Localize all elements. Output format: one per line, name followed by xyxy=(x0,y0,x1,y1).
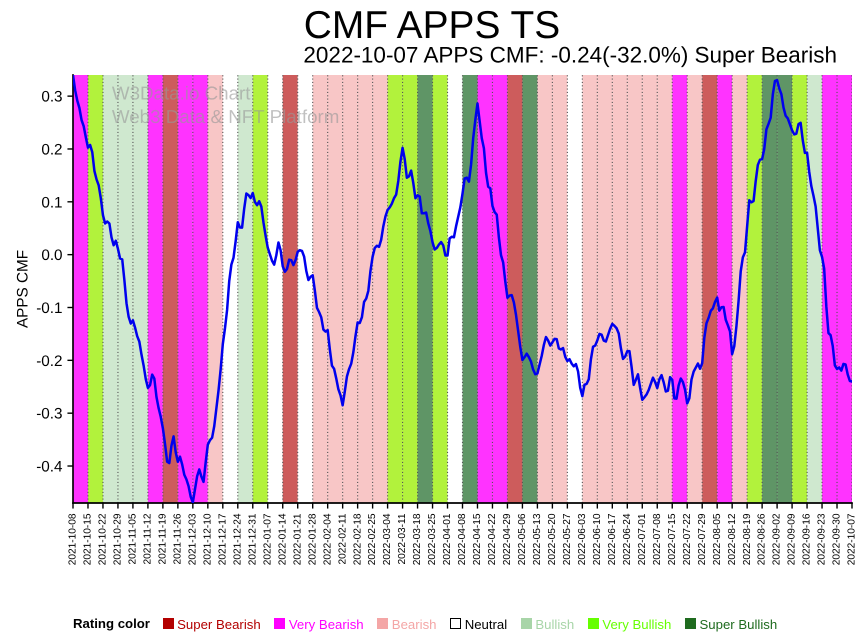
svg-text:2022-06-10: 2022-06-10 xyxy=(590,513,603,565)
svg-text:-0.2: -0.2 xyxy=(36,353,62,370)
svg-text:2022-08-19: 2022-08-19 xyxy=(740,513,752,565)
svg-text:2022-09-16: 2022-09-16 xyxy=(800,513,813,565)
svg-text:-0.4: -0.4 xyxy=(36,459,62,476)
svg-text:CMF APPS TS: CMF APPS TS xyxy=(304,3,560,46)
svg-text:2022-09-09: 2022-09-09 xyxy=(785,513,798,565)
svg-text:2022-09-30: 2022-09-30 xyxy=(830,513,843,565)
svg-text:2022-05-13: 2022-05-13 xyxy=(530,513,543,565)
svg-text:2021-12-31: 2021-12-31 xyxy=(246,513,259,565)
svg-text:2022-03-18: 2022-03-18 xyxy=(410,513,423,565)
svg-text:-0.1: -0.1 xyxy=(36,301,62,318)
svg-text:0.3: 0.3 xyxy=(41,89,62,106)
svg-text:0.2: 0.2 xyxy=(41,142,62,159)
svg-text:2022-10-07: 2022-10-07 xyxy=(845,513,858,565)
svg-text:2022-07-15: 2022-07-15 xyxy=(665,513,678,565)
svg-text:2021-11-19: 2021-11-19 xyxy=(156,513,169,564)
svg-text:2022-04-29: 2022-04-29 xyxy=(500,513,513,565)
svg-text:2022-06-17: 2022-06-17 xyxy=(605,513,618,565)
svg-text:2022-04-15: 2022-04-15 xyxy=(470,513,483,565)
svg-text:2022-04-01: 2022-04-01 xyxy=(440,513,453,565)
svg-text:2022-03-25: 2022-03-25 xyxy=(425,513,438,565)
svg-text:2021-12-17: 2021-12-17 xyxy=(216,513,229,565)
svg-text:2022-02-18: 2022-02-18 xyxy=(351,513,364,565)
svg-text:2021-10-29: 2021-10-29 xyxy=(111,513,124,565)
svg-text:Web3 Data & NFT Platform: Web3 Data & NFT Platform xyxy=(112,106,340,127)
svg-text:2022-01-07: 2022-01-07 xyxy=(261,513,274,565)
svg-text:2022-06-24: 2022-06-24 xyxy=(620,513,633,565)
svg-text:2022-05-20: 2022-05-20 xyxy=(545,513,558,565)
svg-text:2021-10-08: 2021-10-08 xyxy=(66,513,79,565)
svg-text:2022-09-23: 2022-09-23 xyxy=(815,513,828,565)
svg-text:2022-07-01: 2022-07-01 xyxy=(635,513,648,565)
svg-text:2022-04-08: 2022-04-08 xyxy=(455,513,468,565)
svg-text:2021-12-10: 2021-12-10 xyxy=(201,513,214,565)
svg-text:2021-12-24: 2021-12-24 xyxy=(231,513,244,565)
svg-text:2022-03-04: 2022-03-04 xyxy=(380,513,393,565)
svg-text:2021-10-15: 2021-10-15 xyxy=(81,513,94,565)
svg-text:2022-05-27: 2022-05-27 xyxy=(560,513,573,565)
svg-text:2022-02-25: 2022-02-25 xyxy=(366,513,378,565)
svg-text:2022-02-04: 2022-02-04 xyxy=(321,513,334,565)
svg-text:2022-07-08: 2022-07-08 xyxy=(650,513,663,565)
svg-text:2022-02-11: 2022-02-11 xyxy=(336,513,349,564)
svg-text:2022-01-28: 2022-01-28 xyxy=(306,513,319,565)
svg-text:2022-10-07 APPS CMF: -0.24(-32: 2022-10-07 APPS CMF: -0.24(-32.0%) Super… xyxy=(303,43,837,68)
svg-text:-0.3: -0.3 xyxy=(36,406,62,423)
svg-text:2021-11-05: 2021-11-05 xyxy=(126,513,138,564)
svg-text:2022-03-11: 2022-03-11 xyxy=(395,513,408,564)
svg-text:2022-06-03: 2022-06-03 xyxy=(575,513,588,565)
svg-text:2021-11-26: 2021-11-26 xyxy=(171,513,184,564)
svg-text:0.0: 0.0 xyxy=(41,248,62,265)
svg-text:0.1: 0.1 xyxy=(41,195,62,212)
svg-text:APPS CMF: APPS CMF xyxy=(15,250,32,328)
svg-text:2022-08-12: 2022-08-12 xyxy=(725,513,738,565)
svg-text:2022-01-14: 2022-01-14 xyxy=(276,513,289,565)
svg-text:2022-04-22: 2022-04-22 xyxy=(485,513,498,565)
svg-text:2021-12-03: 2021-12-03 xyxy=(186,513,199,565)
svg-text:2021-11-12: 2021-11-12 xyxy=(141,513,154,564)
svg-text:W3Data.io Chart: W3Data.io Chart xyxy=(112,83,251,104)
svg-text:2022-08-26: 2022-08-26 xyxy=(755,513,768,565)
svg-text:2022-07-22: 2022-07-22 xyxy=(680,513,693,565)
svg-text:2022-01-21: 2022-01-21 xyxy=(291,513,304,565)
svg-text:2022-07-29: 2022-07-29 xyxy=(695,513,708,565)
svg-text:2022-05-06: 2022-05-06 xyxy=(515,513,528,565)
svg-text:2022-08-05: 2022-08-05 xyxy=(710,513,723,565)
svg-text:2021-10-22: 2021-10-22 xyxy=(96,513,109,565)
svg-text:2022-09-02: 2022-09-02 xyxy=(770,513,783,565)
